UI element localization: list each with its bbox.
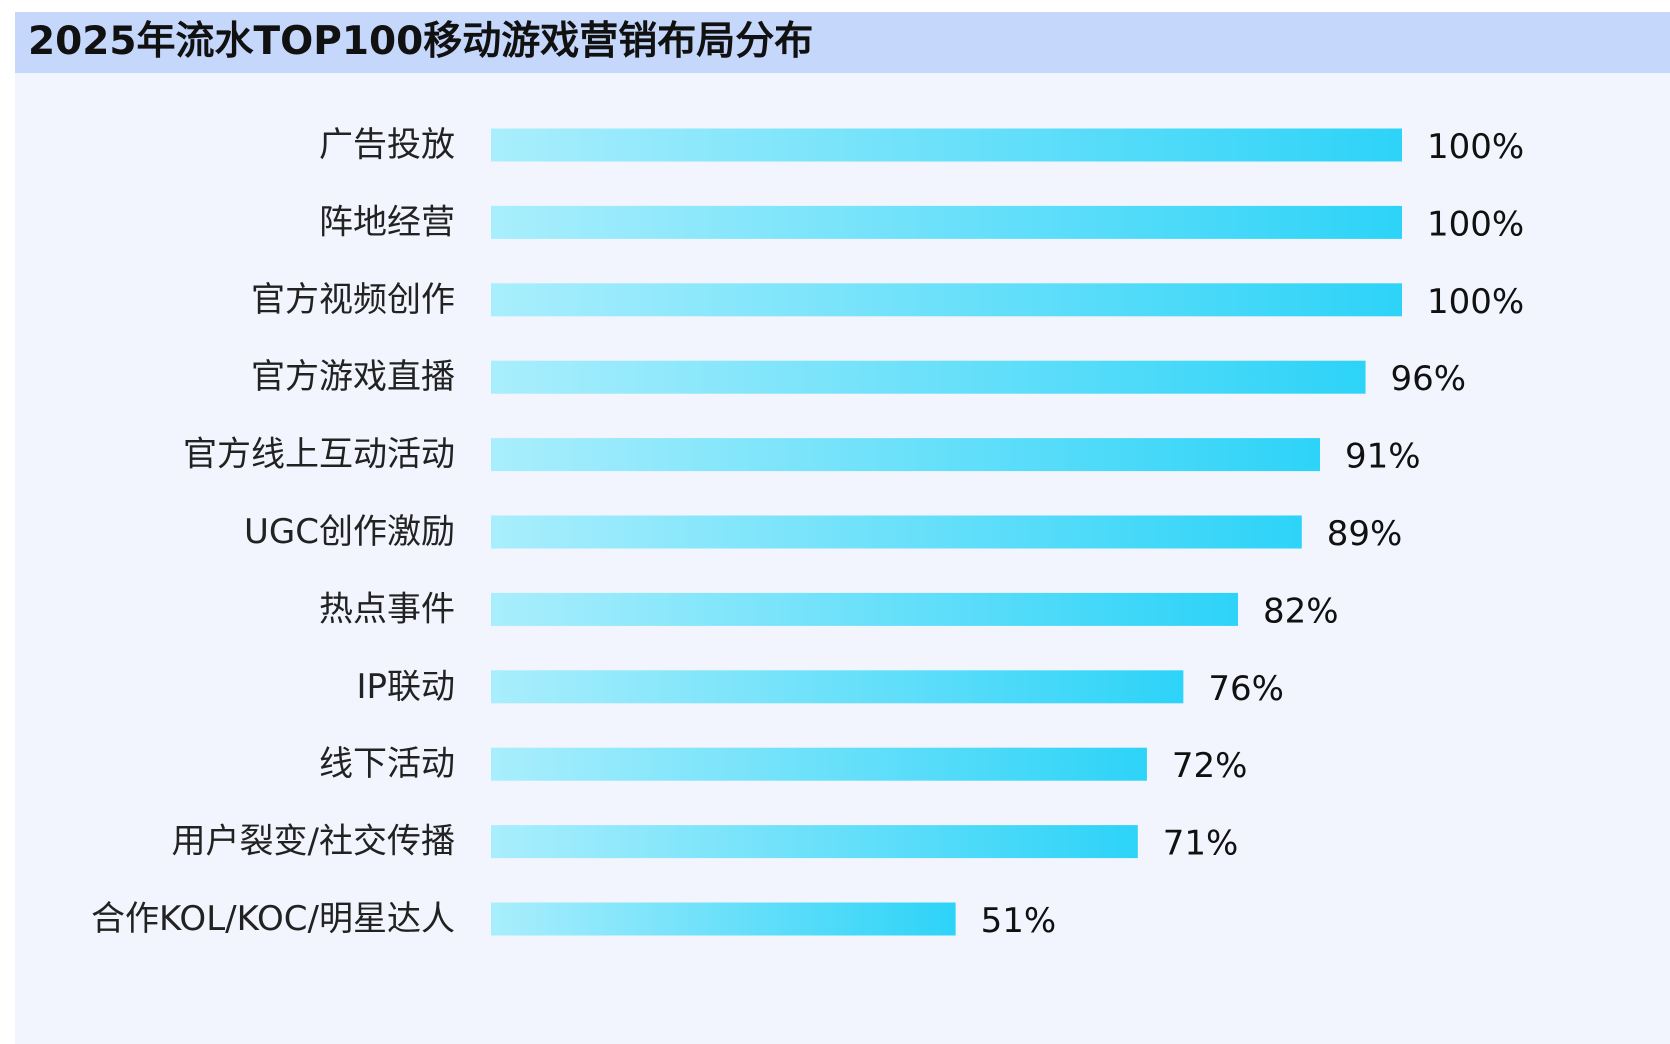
category-label: 热点事件: [319, 589, 455, 629]
category-label: 用户裂变/社交传播: [172, 822, 455, 862]
chart-title: 2025年流水TOP100移动游戏营销布局分布: [28, 19, 814, 64]
category-label: 阵地经营: [319, 202, 455, 242]
category-label: IP联动: [356, 667, 455, 707]
value-label: 100%: [1427, 282, 1524, 322]
category-label: 线下活动: [319, 744, 455, 784]
bar: [491, 205, 1402, 239]
value-label: 91%: [1345, 437, 1421, 477]
bars-group: 广告投放 100% 阵地经营 100% 官方视频创作 100% 官方游戏直播 96% 官方线上互…: [91, 125, 1524, 941]
bar: [491, 747, 1147, 781]
title-bar: 2025年流水TOP100移动游戏营销布局分布: [15, 12, 1670, 73]
chart-panel: 2025年流水TOP100移动游戏营销布局分布 广告投放 100% 阵地经营 100%…: [15, 12, 1670, 1044]
bar: [491, 438, 1321, 472]
category-label: 合作KOL/KOC/明星达人: [91, 899, 455, 939]
value-label: 96%: [1391, 359, 1467, 399]
category-label: UGC创作激励: [244, 512, 455, 552]
value-label: 89%: [1327, 514, 1403, 554]
value-label: 100%: [1427, 204, 1524, 244]
bar-chart: 广告投放 100% 阵地经营 100% 官方视频创作 100% 官方游戏直播 96% 官方线上互…: [91, 125, 1524, 941]
value-label: 100%: [1427, 127, 1524, 167]
value-label: 71%: [1163, 824, 1239, 864]
bar: [491, 283, 1402, 317]
bar: [491, 515, 1302, 549]
value-label: 76%: [1208, 669, 1284, 709]
bar: [491, 360, 1366, 394]
bar: [491, 825, 1138, 859]
value-label: 82%: [1263, 591, 1339, 631]
value-label: 72%: [1172, 746, 1248, 786]
bar: [491, 902, 956, 936]
bar: [491, 670, 1184, 704]
value-label: 51%: [981, 901, 1057, 941]
bar: [491, 592, 1239, 626]
category-label: 广告投放: [319, 125, 455, 165]
category-label: 官方线上互动活动: [183, 435, 455, 475]
category-label: 官方游戏直播: [251, 357, 455, 397]
bar: [491, 128, 1402, 162]
category-label: 官方视频创作: [251, 280, 455, 320]
